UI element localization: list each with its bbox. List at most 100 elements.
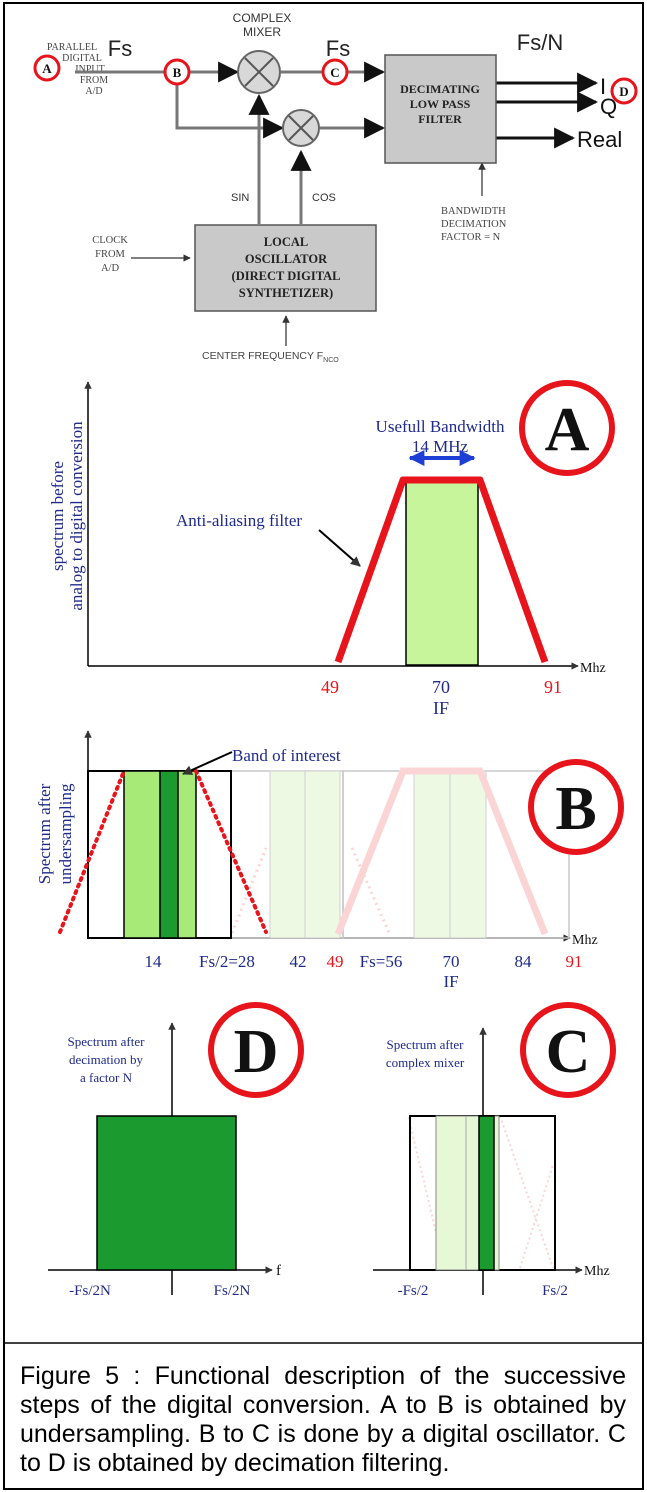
- panel-d-unit: f: [276, 1263, 281, 1279]
- svg-text:Fs=56: Fs=56: [360, 952, 403, 971]
- panel-a-anti-alias-filter-curve: [334, 476, 549, 664]
- output-i-label: I: [600, 74, 606, 99]
- figure-caption: Figure 5 : Functional description of the…: [20, 1362, 626, 1477]
- svg-text:B: B: [173, 65, 182, 80]
- mixer-label-1: COMPLEX: [233, 11, 292, 25]
- svg-text:Fs/2=28: Fs/2=28: [199, 952, 255, 971]
- fs-left-label: Fs: [108, 36, 132, 61]
- mixer-label-2: MIXER: [243, 25, 281, 39]
- panel-a-anti-alias-label: Anti-aliasing filter: [176, 511, 302, 530]
- svg-text:91: 91: [566, 952, 583, 971]
- panel-b-band-pointer: [182, 751, 233, 775]
- panel-a-usefull-label-1: Usefull Bandwidth: [376, 417, 505, 436]
- panel-b-unit: Mhz: [572, 933, 598, 948]
- svg-text:FROM: FROM: [80, 75, 108, 86]
- cos-label: COS: [312, 192, 336, 204]
- marker-b: B: [163, 58, 191, 86]
- panel-a-ylabel-1: spectrum before: [48, 461, 67, 571]
- svg-text:OSCILLATOR: OSCILLATOR: [245, 252, 328, 266]
- panel-a-tick-if: IF: [433, 698, 449, 718]
- svg-text:INPUT: INPUT: [75, 64, 104, 75]
- svg-text:IF: IF: [443, 972, 458, 991]
- panel-d-label: Spectrum after decimation by a factor N: [68, 1034, 146, 1085]
- page-border: [3, 2, 644, 1490]
- panel-c-label: Spectrum after complex mixer: [386, 1037, 465, 1070]
- svg-text:A/D: A/D: [101, 263, 120, 274]
- marker-a: A: [33, 54, 61, 82]
- svg-text:A: A: [42, 61, 52, 76]
- panel-a-usefull-label-2: 14 MHz: [412, 437, 469, 456]
- panel-c-signal-band: [478, 1115, 495, 1271]
- panel-a: spectrum before analog to digital conver…: [48, 380, 615, 718]
- mixer-1: [237, 50, 281, 94]
- panel-c-tick-right: Fs/2: [542, 1283, 568, 1299]
- svg-text:49: 49: [327, 952, 344, 971]
- panel-d: Spectrum after decimation by a factor N …: [48, 1002, 304, 1299]
- panel-b-ylabel-1: Spectrum after: [35, 783, 54, 884]
- panel-b-ticks: 14 Fs/2=28 42 49 Fs=56 70 IF 84 91: [145, 952, 583, 991]
- svg-text:decimation by: decimation by: [69, 1052, 144, 1067]
- svg-text:70: 70: [443, 952, 460, 971]
- svg-text:A/D: A/D: [85, 86, 102, 97]
- marker-c: C: [321, 58, 349, 86]
- panel-b-badge: B: [528, 759, 624, 855]
- parallel-input-label: PARALLEL DIGITAL INPUT FROM A/D: [47, 42, 108, 97]
- clock-label: CLOCK FROM A/D: [92, 235, 128, 274]
- panel-c-unit: Mhz: [584, 1264, 610, 1279]
- panel-b-filter-right: [194, 769, 268, 934]
- svg-text:complex mixer: complex mixer: [386, 1055, 465, 1070]
- center-frequency-label: CENTER FREQUENCY FNCO: [202, 350, 339, 364]
- panel-b-ylabel-2: undersampling: [56, 783, 75, 885]
- svg-text:SYNTHETIZER): SYNTHETIZER): [239, 286, 333, 300]
- output-q-label: Q: [600, 94, 617, 119]
- panel-a-unit: Mhz: [580, 661, 606, 676]
- svg-text:A: A: [545, 396, 590, 464]
- fs-mid-label: Fs: [326, 36, 350, 61]
- panel-b-aliases: [230, 767, 570, 939]
- panel-d-tick-left: -Fs/2N: [69, 1283, 111, 1299]
- svg-text:42: 42: [290, 952, 307, 971]
- svg-text:DIGITAL: DIGITAL: [62, 53, 102, 64]
- decimating-filter-box: [384, 54, 497, 164]
- output-real-label: Real: [577, 127, 622, 152]
- svg-text:FROM: FROM: [95, 249, 125, 260]
- fs-out-label: Fs/N: [517, 30, 563, 55]
- local-oscillator-box: [194, 224, 377, 312]
- panel-b-signal-band: [159, 770, 179, 939]
- svg-text:FILTER: FILTER: [418, 112, 462, 126]
- panel-a-tick-91: 91: [544, 677, 562, 697]
- panel-c-badge: C: [520, 1002, 616, 1098]
- sin-label: SIN: [231, 192, 249, 204]
- svg-text:(DIRECT DIGITAL: (DIRECT DIGITAL: [232, 269, 341, 283]
- svg-text:CLOCK: CLOCK: [92, 235, 128, 246]
- svg-text:PARALLEL: PARALLEL: [47, 42, 97, 53]
- svg-text:D: D: [619, 84, 628, 99]
- svg-text:Spectrum after: Spectrum after: [387, 1037, 465, 1052]
- panel-a-badge: A: [519, 380, 615, 476]
- panel-d-badge: D: [208, 1002, 304, 1098]
- panel-c: Spectrum after complex mixer -Fs/2 Fs/2 …: [373, 1002, 616, 1299]
- svg-text:LOW PASS: LOW PASS: [410, 97, 471, 111]
- panel-d-tick-right: Fs/2N: [214, 1283, 251, 1299]
- svg-text:DECIMATING: DECIMATING: [400, 82, 480, 96]
- svg-text:B: B: [555, 775, 596, 843]
- panel-d-decimated-band: [96, 1115, 237, 1271]
- svg-text:C: C: [330, 65, 339, 80]
- svg-text:D: D: [234, 1018, 279, 1086]
- svg-text:84: 84: [515, 952, 533, 971]
- panel-b-band-of-interest-label: Band of interest: [232, 746, 341, 765]
- svg-text:LOCAL: LOCAL: [264, 235, 308, 249]
- mixer-2: [282, 109, 320, 147]
- branch-line: [175, 72, 285, 139]
- block-diagram: PARALLEL DIGITAL INPUT FROM A/D Fs COMPL…: [33, 11, 638, 364]
- panel-a-ylabel-2: analog to digital conversion: [67, 421, 86, 611]
- panel-a-tick-49: 49: [321, 677, 339, 697]
- panel-a-tick-70: 70: [432, 677, 450, 697]
- panel-b: Spectrum after undersampling Band of int…: [35, 730, 624, 991]
- filter-label: DECIMATING LOW PASS FILTER: [400, 82, 480, 126]
- panel-b-filter-left: [58, 769, 126, 934]
- panel-c-tick-left: -Fs/2: [398, 1283, 429, 1299]
- svg-text:BANDWIDTH: BANDWIDTH: [441, 206, 506, 217]
- svg-text:a factor N: a factor N: [80, 1070, 133, 1085]
